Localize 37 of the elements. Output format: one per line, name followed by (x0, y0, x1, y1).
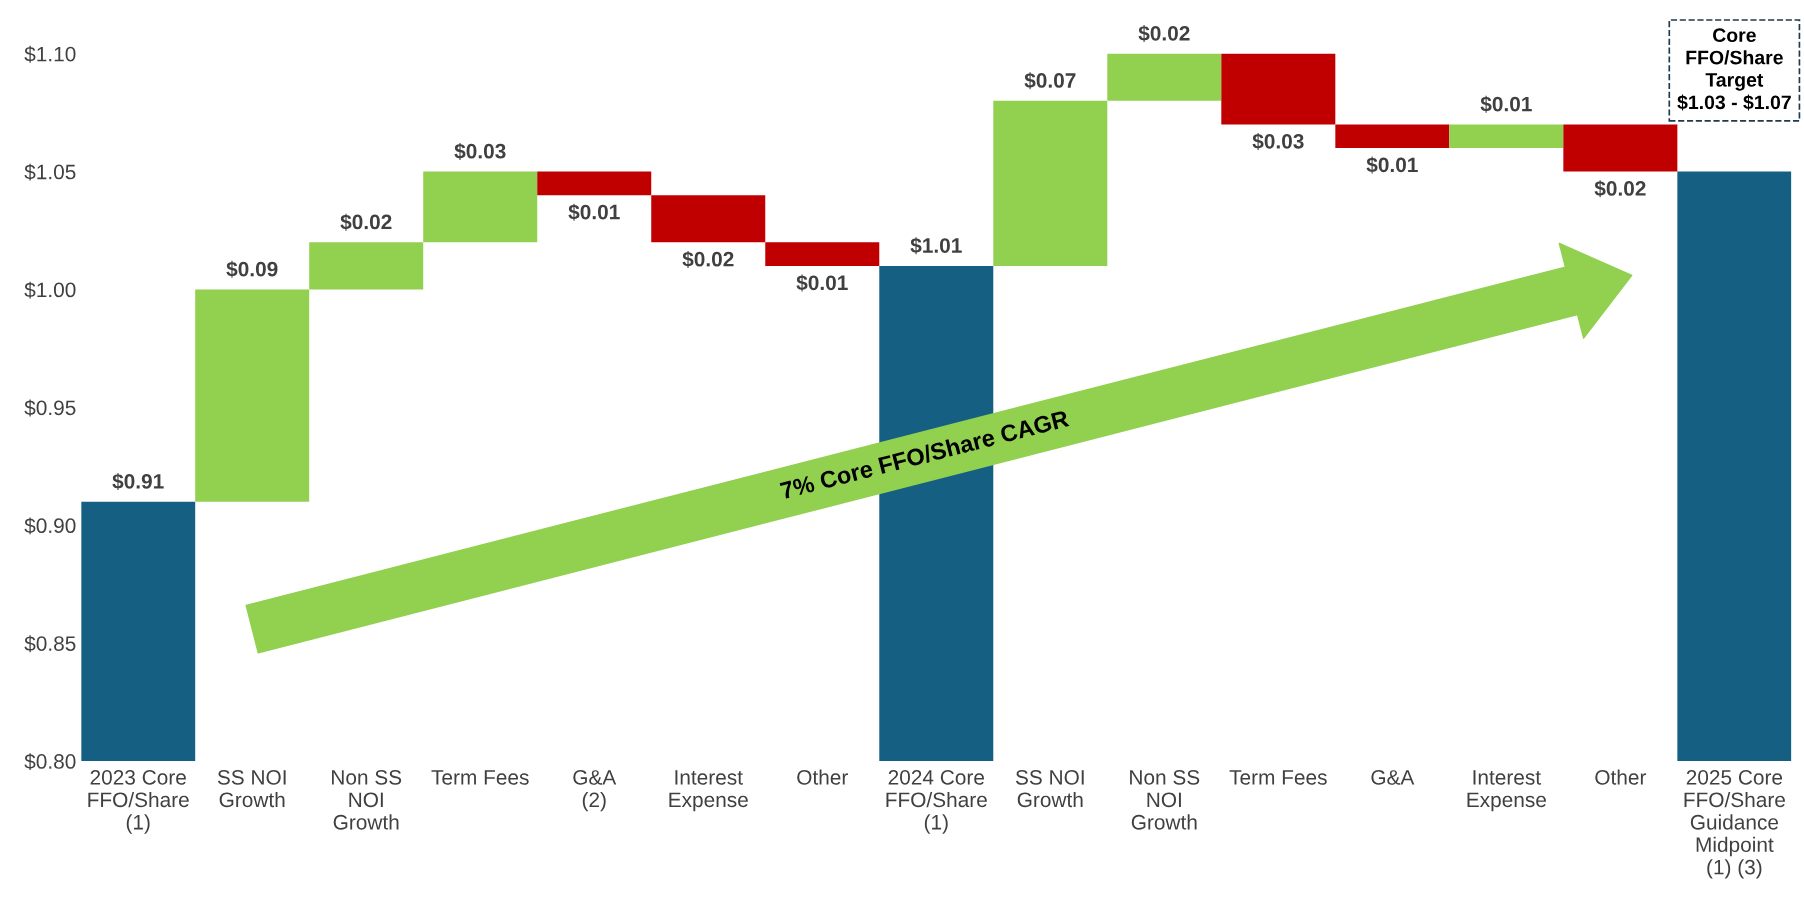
y-tick-label: $1.05 (24, 163, 76, 181)
y-tick-label: $1.10 (24, 45, 76, 63)
x-tick-label: Interest Expense (1467, 770, 1546, 812)
annotation: Core FFO/Share Target $1.03 - $1.07 (1677, 28, 1791, 111)
x-tick-label: Term Fees (1229, 770, 1327, 785)
x-tick-label: Non SS NOI Growth (1130, 769, 1200, 830)
data-label: $1.01 (910, 237, 962, 255)
x-tick-label: 2024 Core FFO/Share (1) (886, 769, 987, 834)
x-tick-label: Other (1595, 769, 1647, 785)
x-tick-label: G&A (2) (573, 769, 617, 812)
data-label: $0.91 (112, 473, 164, 491)
data-label: $0.02 (682, 250, 734, 268)
data-label: $0.01 (1480, 95, 1532, 113)
data-label: $0.01 (1366, 156, 1418, 174)
x-tick-label: SS NOI Growth (1015, 769, 1084, 808)
data-label: $0.03 (1252, 133, 1304, 151)
x-tick-label: Term Fees (431, 770, 529, 785)
x-tick-label: Interest Expense (669, 770, 748, 812)
y-tick-label: $1.00 (24, 281, 76, 299)
y-tick-label: $0.95 (24, 399, 76, 417)
data-label: $0.09 (226, 260, 278, 278)
data-label: $0.01 (796, 274, 848, 292)
x-tick-label: Non SS NOI Growth (332, 769, 402, 830)
x-tick-label: SS NOI Growth (217, 769, 286, 808)
data-label: $0.03 (454, 142, 506, 160)
y-tick-label: $0.80 (24, 753, 76, 771)
data-label: $0.02 (1594, 180, 1646, 198)
data-label: $0.02 (340, 213, 392, 231)
data-label: $0.02 (1138, 25, 1190, 43)
data-label: $0.07 (1024, 72, 1076, 90)
x-tick-label: 2023 Core FFO/Share (1) (88, 769, 189, 834)
x-tick-label: Other (797, 769, 848, 785)
y-tick-label: $0.90 (24, 517, 76, 535)
data-label: $0.01 (568, 203, 620, 221)
x-tick-label: G&A (1371, 769, 1415, 785)
y-tick-label: $0.85 (24, 635, 76, 653)
x-tick-label: 2025 Core FFO/Share Guidance Midpoint (1) (3) (1684, 769, 1785, 879)
